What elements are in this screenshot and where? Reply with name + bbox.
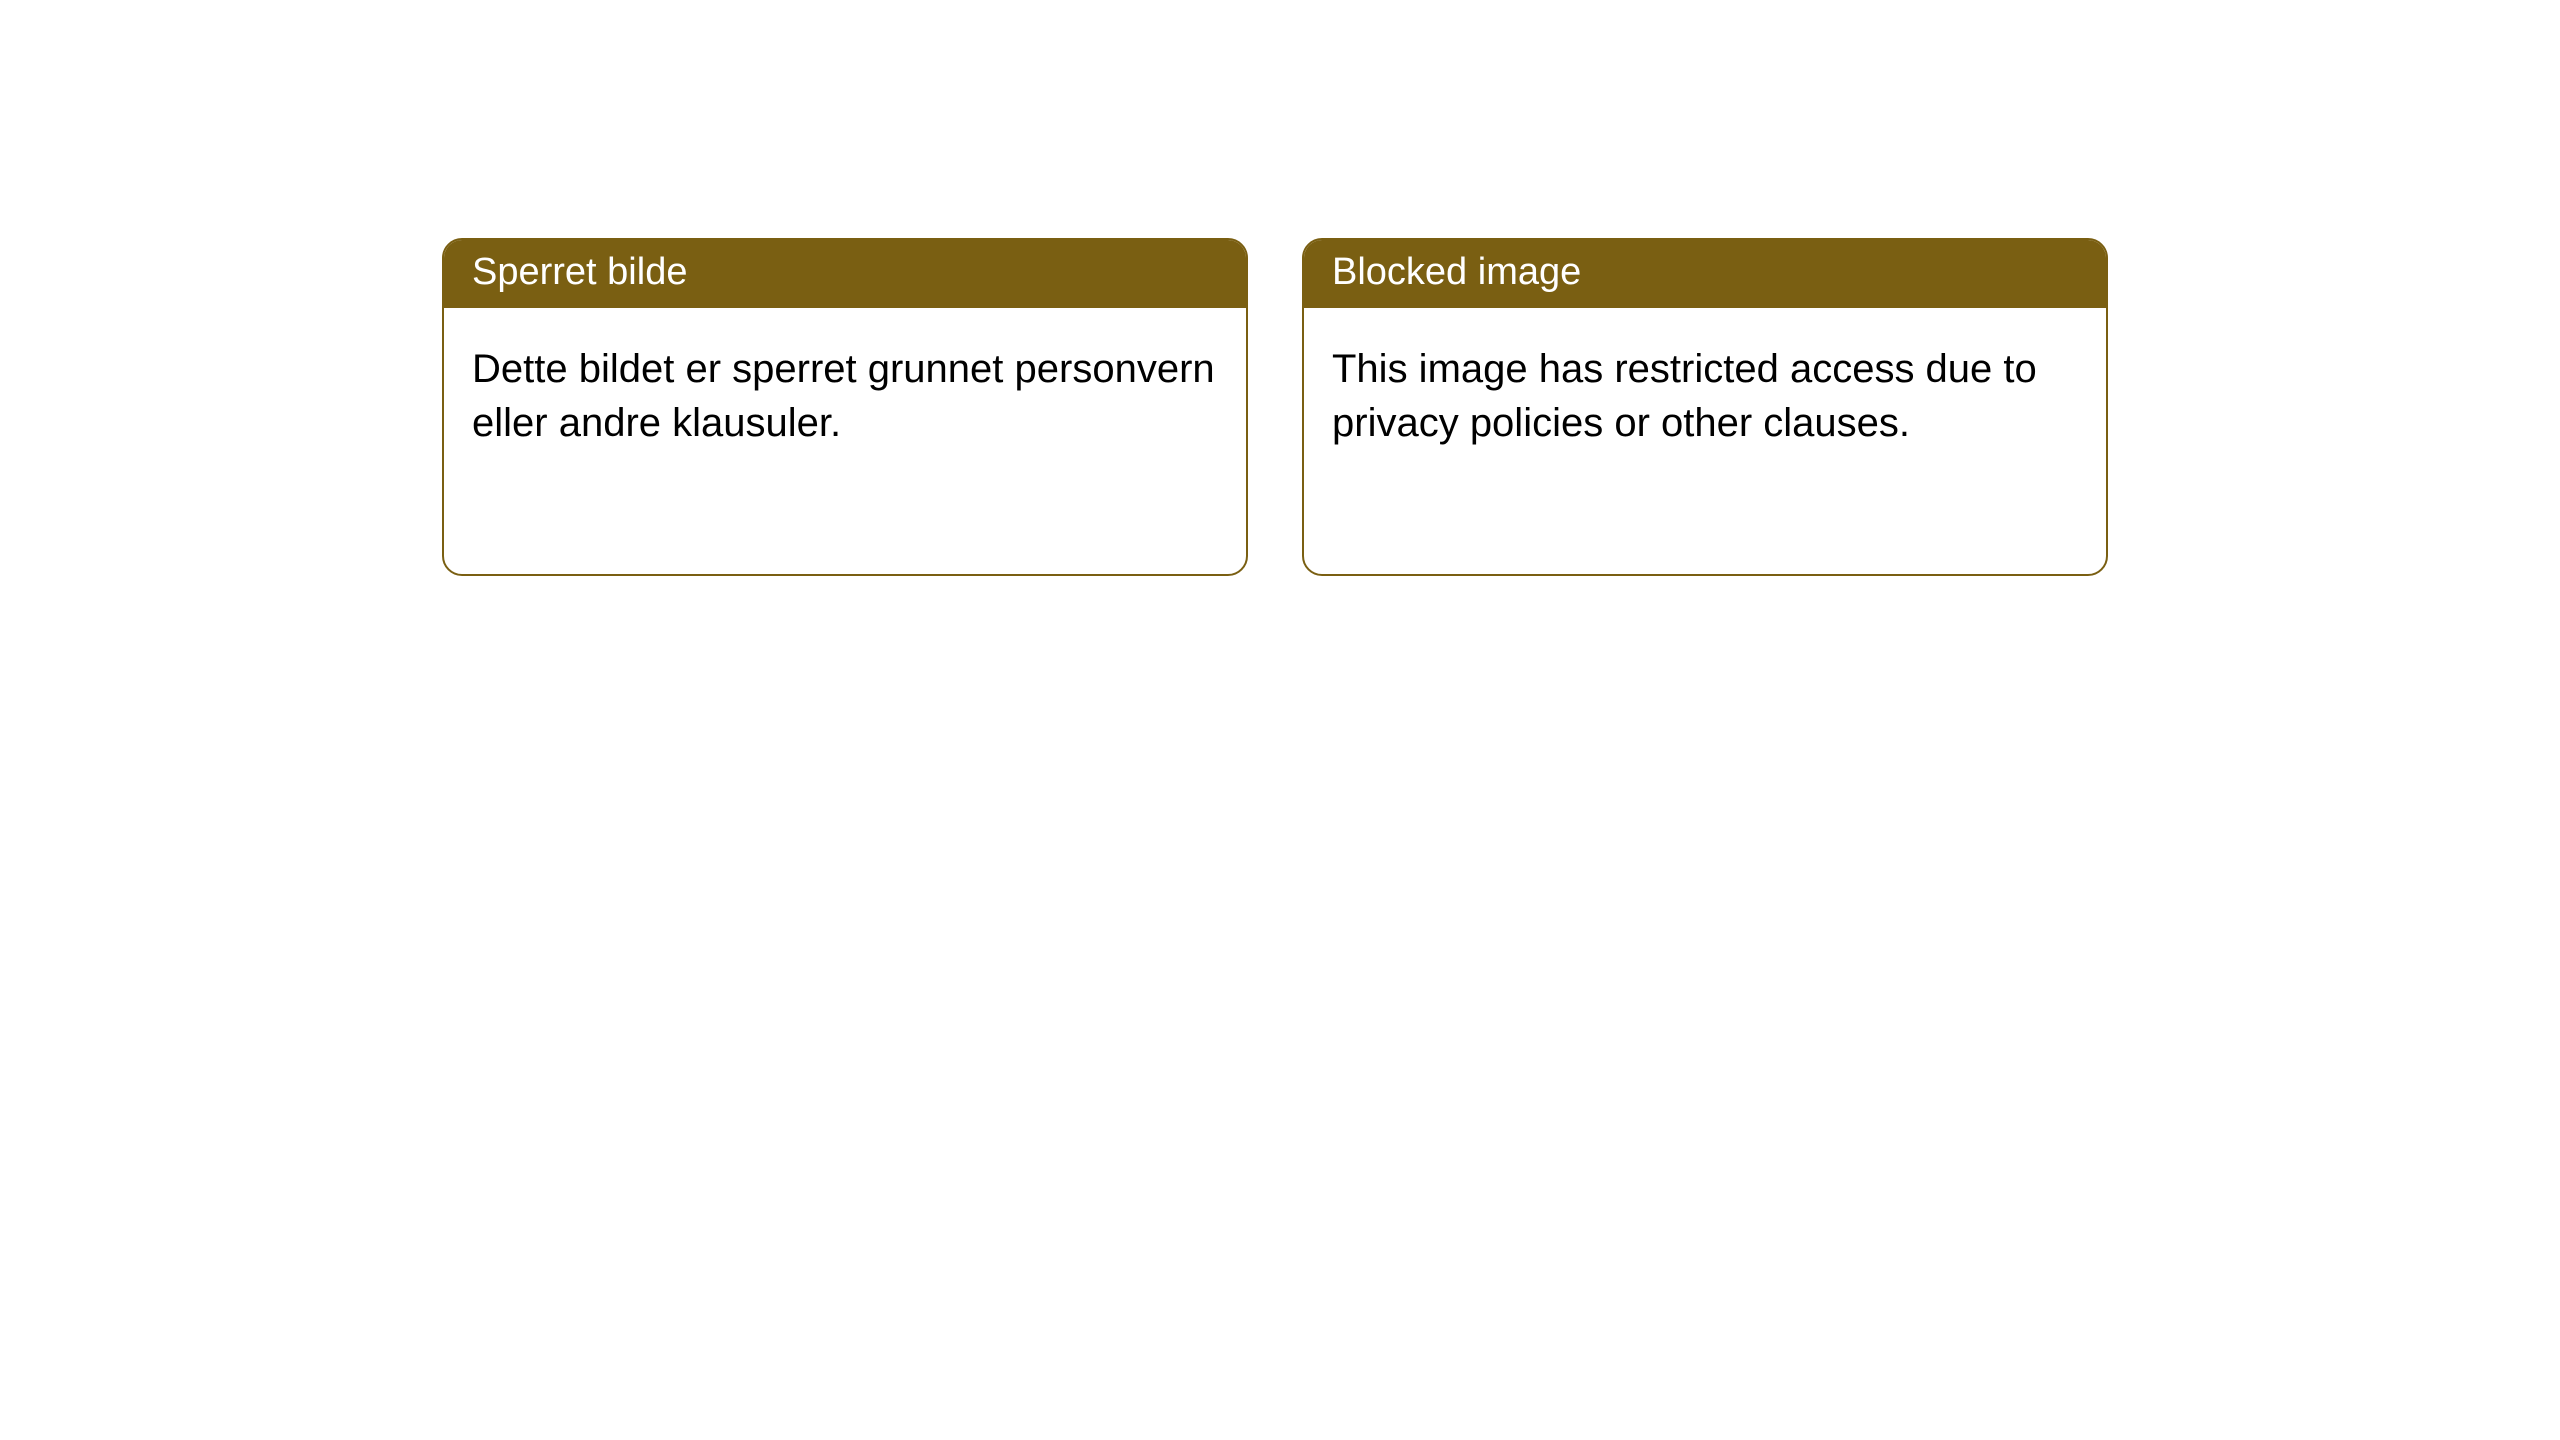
- blocked-image-card-en: Blocked image This image has restricted …: [1302, 238, 2108, 576]
- blocked-image-card-no: Sperret bilde Dette bildet er sperret gr…: [442, 238, 1248, 576]
- card-header: Sperret bilde: [444, 240, 1246, 308]
- card-title: Sperret bilde: [472, 251, 687, 293]
- card-header: Blocked image: [1304, 240, 2106, 308]
- card-body: This image has restricted access due to …: [1304, 308, 2106, 484]
- card-message: This image has restricted access due to …: [1332, 347, 2037, 445]
- card-title: Blocked image: [1332, 251, 1581, 293]
- notice-cards-container: Sperret bilde Dette bildet er sperret gr…: [0, 0, 2560, 576]
- card-message: Dette bildet er sperret grunnet personve…: [472, 347, 1215, 445]
- card-body: Dette bildet er sperret grunnet personve…: [444, 308, 1246, 484]
